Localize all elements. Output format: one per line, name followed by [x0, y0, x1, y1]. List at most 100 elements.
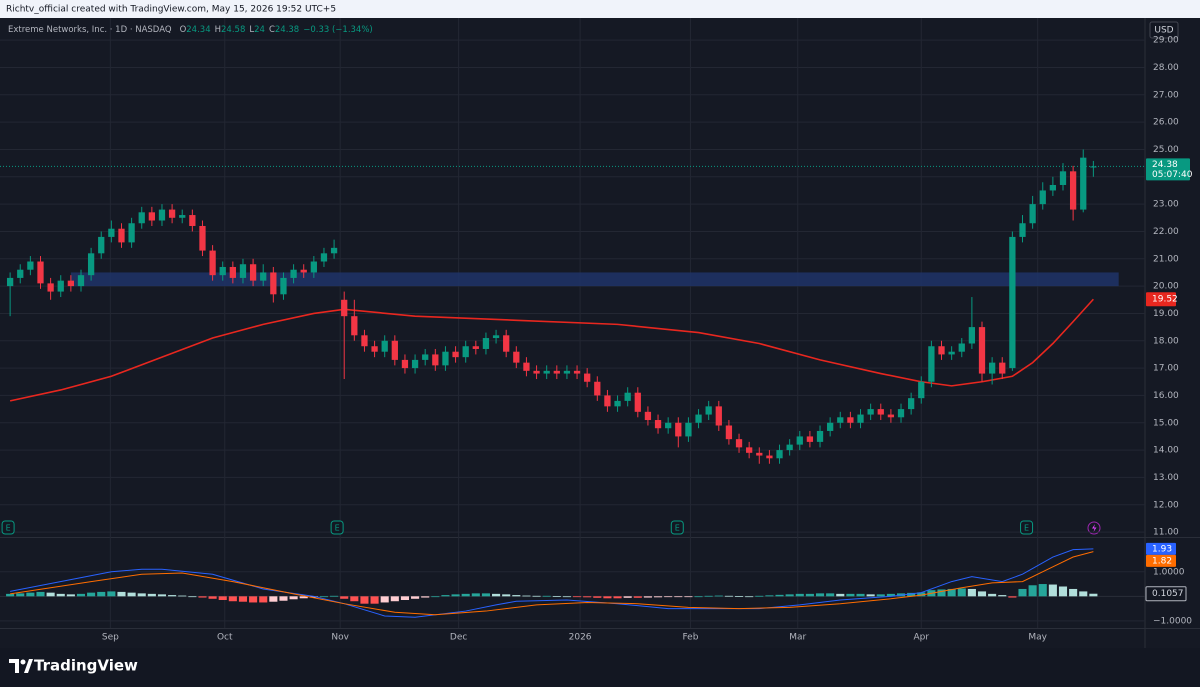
histogram-bar [724, 595, 733, 597]
histogram-bar [178, 595, 187, 597]
candle-body [928, 346, 935, 382]
candle-body [249, 264, 257, 281]
currency-button[interactable] [1149, 21, 1179, 39]
histogram-bar [977, 591, 987, 597]
candle-body [1009, 236, 1016, 369]
candle-body [422, 354, 429, 360]
histogram-bar [836, 593, 845, 597]
histogram-bar [1008, 596, 1017, 598]
histogram-bar [593, 596, 602, 598]
candle-body [715, 406, 722, 426]
candle-body [867, 409, 874, 415]
histogram-bar [815, 593, 825, 597]
y-tick-label: 23.00 [1153, 200, 1179, 210]
y-tick-label: 16.00 [1153, 391, 1179, 401]
countdown: 05:07:40 [1152, 170, 1193, 180]
candle-body [705, 406, 712, 415]
histogram-bar [664, 596, 673, 598]
ma-price-box [1146, 292, 1176, 307]
histogram-bar [805, 593, 814, 597]
candle-body [128, 223, 135, 243]
y-tick-label: 17.00 [1153, 364, 1179, 374]
candle-body [553, 370, 560, 374]
histogram-bar [937, 589, 946, 597]
candle-body [776, 450, 783, 459]
histogram-bar [795, 593, 804, 597]
candle-body [37, 261, 44, 284]
brand: TradingView [34, 657, 138, 675]
y-tick-label: 27.00 [1153, 90, 1179, 100]
event-marker [1020, 520, 1034, 535]
candle-body [6, 277, 14, 287]
attribution: Richtv_official created with TradingView… [6, 5, 336, 15]
candle-body [229, 266, 236, 278]
histogram-bar [66, 594, 75, 597]
event-label: E [1024, 524, 1029, 533]
histogram-bar [330, 595, 339, 597]
histogram-bar [46, 592, 55, 597]
candle-body [938, 346, 945, 355]
histogram-bar [1038, 584, 1047, 597]
histogram-bar [826, 593, 835, 597]
histogram-bar [117, 591, 126, 597]
x-tick-label: Oct [217, 633, 233, 643]
histogram-bar [643, 596, 652, 598]
histogram-bar [886, 593, 895, 597]
series-value-box [1146, 554, 1176, 567]
candle-body [695, 414, 702, 423]
candle-body [796, 436, 803, 445]
series-value-box [1146, 542, 1176, 555]
histogram-bar [684, 596, 693, 598]
histogram-bar [846, 593, 855, 597]
candle-body [614, 400, 621, 407]
candle-body [300, 269, 307, 273]
y-tick-label: 13.00 [1153, 473, 1179, 483]
candle-body [1090, 166, 1097, 168]
x-tick-label: Mar [789, 633, 806, 643]
x-tick-label: May [1028, 633, 1047, 643]
histogram-bar [309, 596, 318, 598]
moving-average [9, 298, 1094, 402]
candle-body [371, 346, 378, 352]
x-tick-label: Dec [450, 633, 467, 643]
event-marker [1, 520, 15, 535]
alert-icon [1087, 521, 1101, 535]
histogram-bar [76, 593, 86, 597]
candle-body [1049, 184, 1057, 191]
histogram-bar [512, 595, 521, 597]
candle-body [168, 209, 176, 218]
histogram-bar [56, 593, 65, 597]
candle-body [1059, 171, 1067, 185]
candle-body [604, 395, 611, 407]
brand-logo [9, 659, 33, 673]
histogram-value-label: 0.1057 [1152, 589, 1184, 599]
histogram-bar [168, 595, 177, 597]
histogram-bar [107, 591, 116, 597]
x-tick-label: Sep [102, 633, 119, 643]
histogram-bar [431, 596, 440, 598]
y-tick-label: 29.00 [1153, 36, 1179, 46]
candle-body [1019, 223, 1026, 237]
histogram-bar [1028, 585, 1037, 597]
candle-body [624, 392, 631, 401]
histogram-bar [765, 595, 774, 597]
histogram-bar [714, 595, 723, 597]
y-tick-label: 19.00 [1153, 309, 1179, 319]
candle-body [310, 261, 317, 273]
histogram-bar [502, 594, 511, 597]
candle-body [87, 253, 95, 276]
histogram-bar [360, 596, 369, 604]
histogram-bar [198, 596, 207, 598]
candle-body [594, 381, 601, 396]
histogram-bar [249, 596, 258, 603]
y-tick-label: 11.00 [1153, 528, 1179, 538]
histogram-bar [279, 596, 288, 601]
histogram-bar [856, 593, 865, 597]
histogram-bar [1069, 588, 1078, 597]
histogram-bar [87, 592, 96, 597]
histogram-bar [421, 596, 430, 598]
histogram-bar [917, 592, 926, 597]
alert-bolt [1092, 524, 1097, 532]
histogram-bar [998, 595, 1007, 597]
legend: Extreme Networks, Inc. · 1D · NASDAQ O24.… [8, 25, 373, 35]
